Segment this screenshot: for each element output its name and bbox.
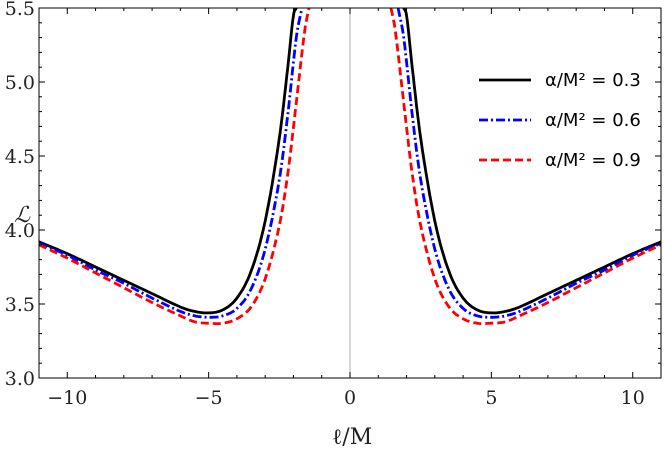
x-tick-label: 0: [344, 387, 356, 409]
legend-label-3: α/M² = 0.9: [545, 150, 641, 171]
series-2-branch-1-line: [39, 8, 304, 319]
x-tick-label: −5: [195, 387, 223, 409]
series-1-branch-1-line: [39, 8, 298, 315]
legend-label-1: α/M² = 0.3: [545, 70, 641, 91]
series-2-branch-2-line: [396, 8, 661, 319]
series-layer: [39, 8, 661, 325]
legend: α/M² = 0.3 α/M² = 0.6 α/M² = 0.9: [479, 70, 641, 171]
legend-label-2: α/M² = 0.6: [545, 110, 641, 131]
x-axis-title: ℓ/M: [332, 425, 372, 450]
y-tick-label: 5.5: [5, 0, 35, 20]
y-tick-label: 5.0: [5, 72, 35, 94]
plot-area: −10 −5 0 5 10 3.0 3.5 4.0 4.5 5.0 5.5: [5, 0, 662, 409]
y-tick-label: 3.0: [5, 368, 35, 390]
series-3-branch-1-line: [39, 8, 311, 325]
y-tick-label: 4.0: [5, 220, 35, 242]
series-1-branch-2-line: [402, 8, 661, 315]
series-3-branch-2-line: [389, 8, 661, 325]
x-tick-label: 5: [485, 387, 497, 409]
y-tick-label: 4.5: [5, 146, 35, 168]
x-tick-label: 10: [621, 387, 645, 409]
ticks-layer: −10 −5 0 5 10 3.0 3.5 4.0 4.5 5.0 5.5: [5, 0, 662, 409]
x-tick-label: −10: [47, 387, 87, 409]
y-axis-title: ℒ: [14, 203, 31, 228]
y-tick-label: 3.5: [5, 294, 35, 316]
